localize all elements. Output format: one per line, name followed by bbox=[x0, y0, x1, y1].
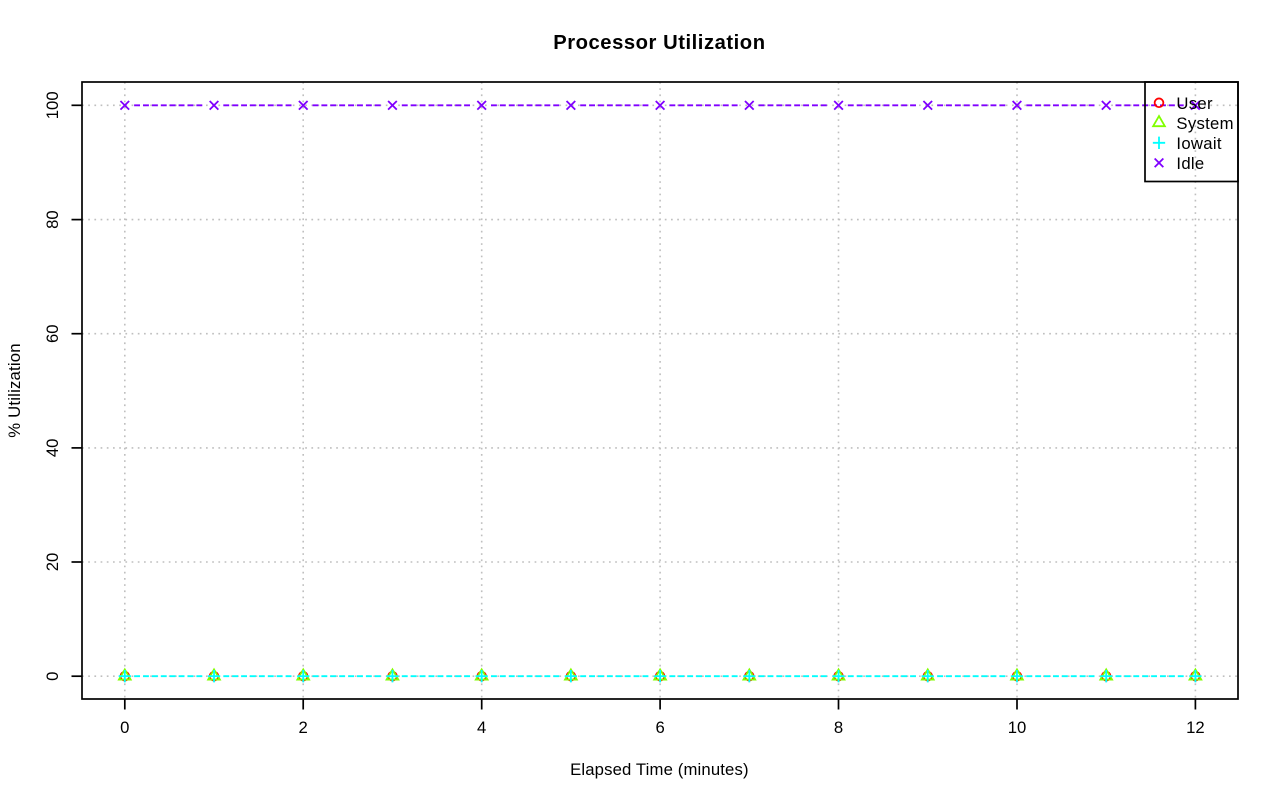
svg-text:4: 4 bbox=[477, 718, 486, 737]
svg-text:6: 6 bbox=[655, 718, 664, 737]
svg-text:Idle: Idle bbox=[1176, 154, 1204, 173]
svg-text:8: 8 bbox=[834, 718, 843, 737]
svg-text:User: User bbox=[1176, 94, 1213, 113]
svg-text:40: 40 bbox=[43, 439, 62, 458]
svg-text:20: 20 bbox=[43, 553, 62, 572]
svg-text:Elapsed Time (minutes): Elapsed Time (minutes) bbox=[570, 760, 749, 779]
svg-text:0: 0 bbox=[120, 718, 129, 737]
svg-text:60: 60 bbox=[43, 324, 62, 343]
svg-text:% Utilization: % Utilization bbox=[5, 343, 24, 437]
svg-text:12: 12 bbox=[1186, 718, 1205, 737]
svg-text:Processor Utilization: Processor Utilization bbox=[553, 32, 765, 54]
svg-text:Iowait: Iowait bbox=[1176, 134, 1221, 153]
svg-text:10: 10 bbox=[1008, 718, 1027, 737]
svg-text:System: System bbox=[1176, 114, 1233, 133]
svg-text:0: 0 bbox=[43, 672, 62, 681]
svg-text:80: 80 bbox=[43, 210, 62, 229]
svg-text:2: 2 bbox=[299, 718, 308, 737]
svg-text:100: 100 bbox=[43, 91, 62, 119]
